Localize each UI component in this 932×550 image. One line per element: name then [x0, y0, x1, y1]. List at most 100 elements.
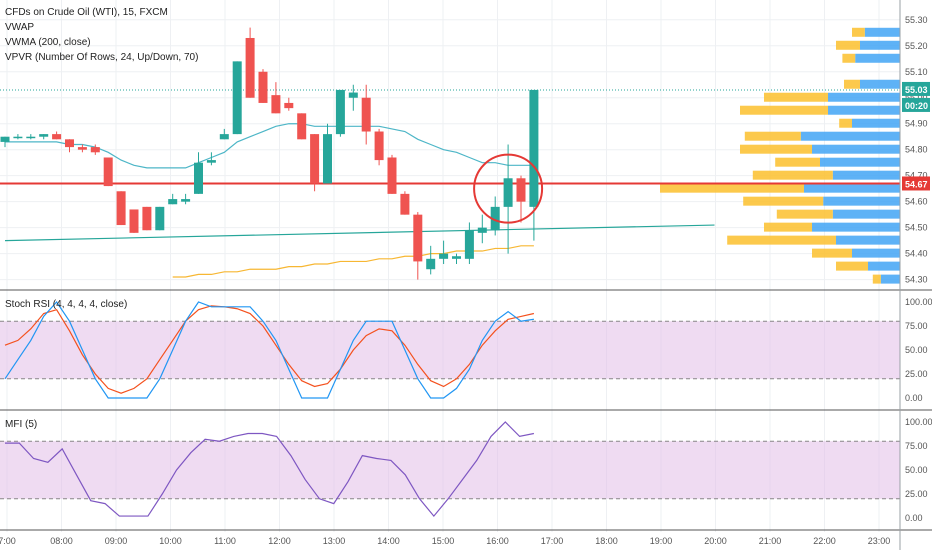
candle-body[interactable]	[348, 92, 358, 98]
candle-body[interactable]	[426, 258, 436, 270]
candle-body[interactable]	[400, 193, 410, 215]
vwap-line[interactable]	[5, 123, 534, 169]
time-tick-label: 11:00	[214, 536, 236, 546]
hline-price-badge	[902, 176, 930, 191]
mfi-pane[interactable]	[0, 421, 900, 518]
time-tick-label: 20:00	[704, 536, 727, 546]
candle-body[interactable]	[258, 71, 268, 103]
volume-profile-down-bar	[844, 79, 860, 89]
stoch-d-line[interactable]	[4, 305, 535, 394]
candle-body[interactable]	[374, 131, 384, 161]
volume-profile-down-bar	[836, 40, 860, 50]
vpvr-legend[interactable]: VPVR (Number Of Rows, 24, Up/Down, 70)	[5, 52, 198, 63]
candle-body[interactable]	[206, 160, 216, 163]
candle-body[interactable]	[361, 97, 371, 132]
candle-body[interactable]	[116, 191, 126, 226]
vwma-legend[interactable]: VWMA (200, close)	[5, 37, 91, 48]
volume-profile-up-bar	[860, 40, 900, 50]
candle-body[interactable]	[413, 214, 423, 262]
time-tick-label: 22:00	[813, 536, 836, 546]
candle-body[interactable]	[194, 162, 203, 194]
volume-profile-down-bar	[836, 261, 868, 271]
candle-body[interactable]	[168, 199, 178, 205]
oscillator-tick-label: 100.00	[905, 417, 932, 427]
candle-body[interactable]	[26, 136, 36, 139]
circle-annotation[interactable]	[473, 153, 544, 224]
oscillator-tick-label: 100.00	[905, 297, 932, 307]
vwap-legend[interactable]: VWAP	[5, 22, 34, 33]
candle-body[interactable]	[0, 136, 10, 142]
volume-profile-down-bar	[839, 118, 852, 128]
band-fill	[0, 321, 900, 379]
oscillator-tick-label: 25.00	[905, 489, 928, 499]
candle-body[interactable]	[387, 157, 397, 194]
candle-body[interactable]	[452, 256, 461, 259]
mfi-title[interactable]: MFI (5)	[5, 419, 37, 430]
volume-profile-up-bar	[804, 183, 900, 193]
candle-body[interactable]	[477, 227, 487, 233]
oscillator-tick-label: 75.00	[905, 441, 928, 451]
volume-profile-down-bar	[660, 183, 804, 193]
candle-body[interactable]	[39, 134, 49, 137]
candle-body[interactable]	[13, 136, 23, 139]
candle-body[interactable]	[516, 178, 526, 202]
stoch-rsi-pane[interactable]	[0, 301, 900, 399]
volume-profile-up-bar	[852, 118, 900, 128]
candle-body[interactable]	[439, 253, 449, 259]
time-tick-label: 12:00	[268, 536, 291, 546]
volume-profile-down-bar	[852, 27, 865, 37]
candle-body[interactable]	[529, 89, 539, 207]
time-tick-label: 10:00	[159, 536, 182, 546]
trendline[interactable]	[4, 224, 715, 242]
volume-profile-down-bar	[812, 248, 852, 258]
time-tick-label: 15:00	[432, 536, 455, 546]
last-price-badge	[902, 81, 930, 96]
candle-body[interactable]	[219, 134, 229, 140]
stoch-title[interactable]: Stoch RSI (4, 4, 4, 4, close)	[5, 299, 127, 310]
candle-body[interactable]	[181, 199, 191, 202]
volume-profile-down-bar	[764, 222, 812, 232]
volume-profile-up-bar	[823, 196, 900, 206]
time-tick-label: 7:00	[0, 536, 16, 546]
price-tick-label: 55.20	[905, 41, 928, 51]
candle-body[interactable]	[142, 206, 152, 231]
candle-body[interactable]	[52, 134, 62, 140]
candle-body[interactable]	[464, 230, 474, 259]
candle-body[interactable]	[490, 206, 500, 231]
candle-body[interactable]	[65, 139, 74, 148]
candle-body[interactable]	[103, 157, 113, 187]
candle-body[interactable]	[323, 134, 332, 184]
volume-profile-up-bar	[852, 248, 900, 258]
candle-body[interactable]	[232, 61, 242, 135]
volume-profile-up-bar	[868, 261, 900, 271]
price-pane[interactable]	[0, 27, 900, 284]
volume-profile-up-bar	[864, 27, 900, 37]
candle-body[interactable]	[335, 89, 345, 135]
volume-profile-down-bar	[743, 196, 824, 206]
candle-body[interactable]	[271, 95, 281, 114]
volume-profile-up-bar	[836, 235, 900, 245]
candle-body[interactable]	[129, 209, 139, 233]
price-tick-label: 54.30	[905, 275, 928, 285]
oscillator-tick-label: 75.00	[905, 321, 928, 331]
volume-profile-up-bar	[828, 92, 900, 102]
time-tick-label: 21:00	[759, 536, 782, 546]
oscillator-tick-label: 50.00	[905, 345, 928, 355]
mfi-line[interactable]	[5, 421, 535, 518]
candle-body[interactable]	[503, 178, 513, 207]
price-tick-label: 54.90	[905, 119, 928, 129]
symbol-title[interactable]: CFDs on Crude Oil (WTI), 15, FXCM	[5, 7, 168, 18]
candle-body[interactable]	[310, 134, 320, 184]
candle-body[interactable]	[77, 147, 87, 150]
candle-body[interactable]	[155, 206, 165, 231]
volume-profile-up-bar	[820, 157, 900, 167]
time-tick-label: 09:00	[105, 536, 128, 546]
stoch-k-line[interactable]	[4, 301, 534, 399]
candle-body[interactable]	[284, 102, 294, 109]
candle-body[interactable]	[297, 113, 307, 140]
volume-profile-up-bar	[800, 131, 900, 141]
candle-body[interactable]	[245, 37, 255, 98]
candle-body[interactable]	[90, 147, 100, 153]
